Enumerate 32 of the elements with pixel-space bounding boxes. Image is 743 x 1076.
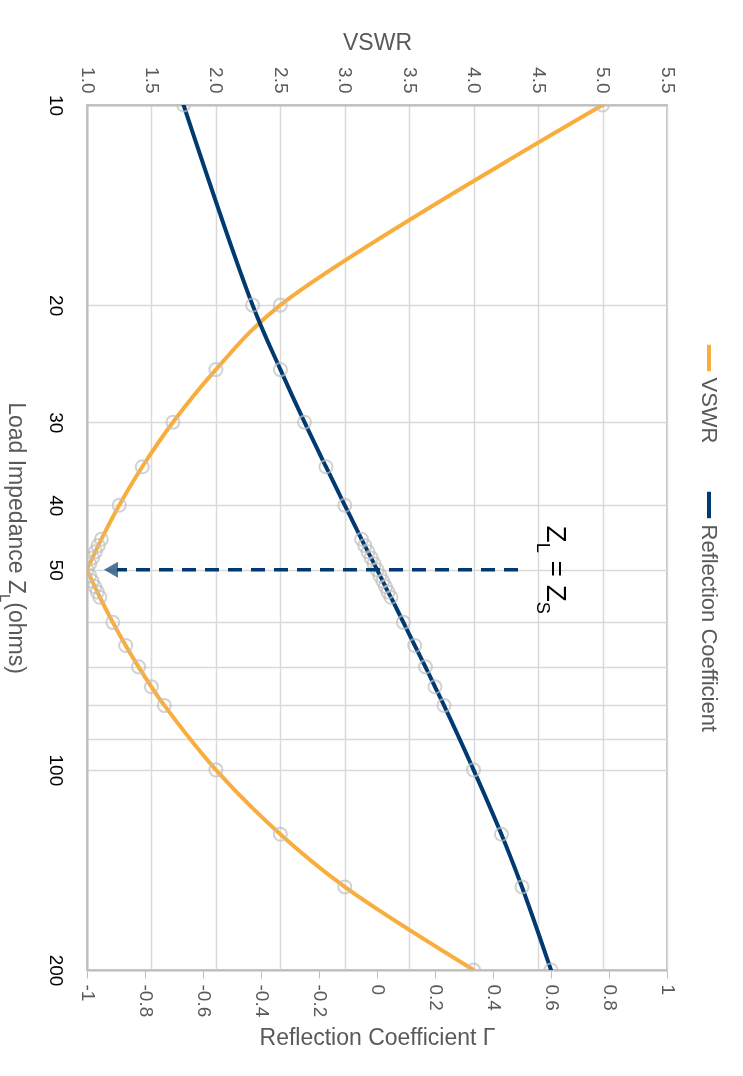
x-tick-label: -1 bbox=[77, 984, 99, 1002]
legend-label: VSWR bbox=[697, 377, 722, 444]
x-tick-label: 0.8 bbox=[599, 984, 621, 1011]
x2-tick-label: 5.0 bbox=[593, 67, 615, 94]
x-tick-label: -0.4 bbox=[251, 984, 273, 1018]
x2-tick-label: 1.5 bbox=[141, 67, 163, 94]
x2-tick-label: 5.5 bbox=[657, 67, 679, 94]
y-tick-label: 50 bbox=[45, 559, 67, 581]
y-tick-label: 30 bbox=[45, 412, 67, 434]
x-axis-title: Reflection Coefficient Γ bbox=[259, 1024, 496, 1051]
x2-tick-label: 3.5 bbox=[399, 67, 421, 94]
x2-tick-label: 2.5 bbox=[270, 67, 292, 94]
y-tick-label: 20 bbox=[45, 295, 67, 317]
x-tick-label: 0 bbox=[367, 984, 389, 996]
y-tick-label: 200 bbox=[45, 954, 67, 987]
x-tick-label: -0.8 bbox=[135, 984, 157, 1018]
x-tick-label: -0.6 bbox=[193, 984, 215, 1018]
x2-tick-label: 4.0 bbox=[464, 67, 486, 94]
x2-axis-title: VSWR bbox=[343, 29, 412, 56]
x2-tick-label: 1.0 bbox=[77, 67, 99, 94]
x-tick-label: 0.6 bbox=[541, 984, 563, 1011]
x2-tick-label: 2.0 bbox=[206, 67, 228, 94]
x-tick-label: 0.2 bbox=[425, 984, 447, 1011]
y-tick-label: 100 bbox=[45, 754, 67, 787]
legend-label: Reflection Coefficient bbox=[697, 524, 722, 732]
x-tick-label: 0.4 bbox=[483, 984, 505, 1012]
y-tick-label: 40 bbox=[45, 495, 67, 517]
x2-tick-label: 4.5 bbox=[528, 67, 550, 94]
x-tick-label: 1 bbox=[657, 984, 679, 996]
x2-tick-label: 3.0 bbox=[335, 67, 357, 94]
y-tick-label: 10 bbox=[45, 94, 67, 117]
x-tick-label: -0.2 bbox=[309, 984, 331, 1018]
